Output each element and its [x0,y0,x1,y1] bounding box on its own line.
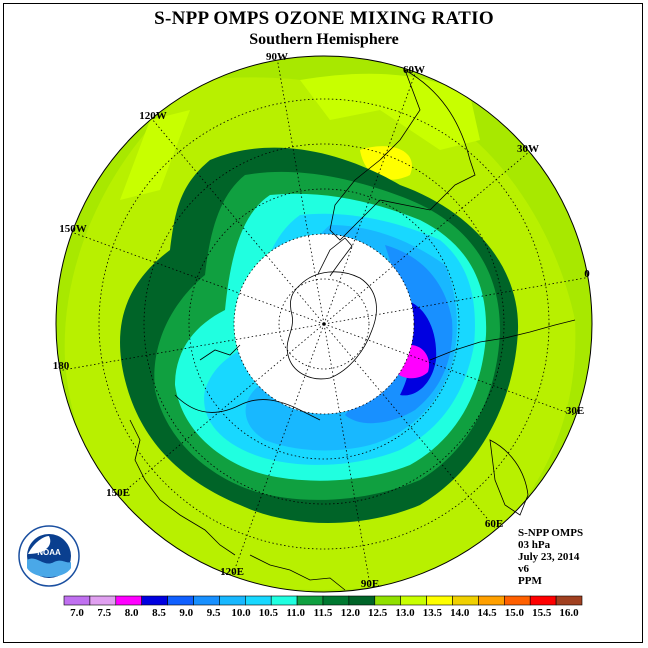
colorbar-tick-label: 8.0 [124,607,139,619]
meridian-line [118,323,325,497]
coastlines [129,69,576,591]
graticule [60,60,588,588]
australia-south-coast [174,394,321,421]
madagascar-coast [489,439,529,516]
info-date: July 23, 2014 [518,551,580,563]
noaa-logo: NOAA [18,525,80,587]
colorbar-tick-label: 16.0 [559,607,579,619]
info-block: S-NPP OMPS 03 hPa July 23, 2014 v6 PPM [518,527,583,587]
south-america-coast [329,69,476,241]
lon-label-0: 0 [584,268,590,280]
lon-label-120e: 120E [220,566,244,578]
africa-coast [429,319,576,361]
lon-label-120w: 120W [139,110,167,122]
antarctica-coast [286,271,377,380]
colorbar-tick-label: 14.0 [450,607,470,619]
colorbar-tick-label: 10.0 [231,607,251,619]
colorbar-tick-label: 13.0 [395,607,415,619]
meridian-line [323,277,588,325]
info-version: v6 [518,563,529,575]
map-title: S-NPP OMPS OZONE MIXING RATIO [154,8,494,29]
australia-east-coast [129,419,236,556]
colorbar-tick-label: 9.5 [206,607,221,619]
indonesia-coast [249,554,346,591]
antarctic-peninsula [317,237,353,277]
plot-frame [3,3,643,643]
colorbar-tick-label: 15.5 [532,607,552,619]
latitude-circle [98,98,550,550]
map-boundary [55,55,593,593]
colorbar-tick-label: 7.5 [97,607,112,619]
noaa-logo-text: NOAA [37,548,61,557]
lon-label-30w: 30W [517,143,539,155]
meridian-line [60,323,325,371]
colorbar-tick-label: 11.0 [286,607,305,619]
info-instrument: S-NPP OMPS [518,527,584,539]
ozone-field [56,56,592,592]
lon-label-60w: 60W [403,64,425,76]
colorbar-tick-label: 13.5 [422,607,442,619]
latitude-circle [188,188,460,460]
colorbar-tick-label: 10.5 [258,607,278,619]
meridian-line [231,323,325,576]
meridian-line [323,323,371,588]
info-units: PPM [518,575,542,587]
meridian-line [323,72,417,325]
meridian-line [323,323,497,530]
lon-label-150e: 150E [106,487,130,499]
lon-label-90w: 90W [266,51,288,63]
colorbar-tick-label: 7.0 [70,607,84,619]
band-13-patch [120,110,190,200]
new-zealand-coast [199,344,241,361]
lon-label-60e: 60E [484,518,504,530]
colorbar-tick-label: 15.0 [504,607,524,619]
meridian-line [277,60,325,325]
meridian-line [323,323,576,417]
map-subtitle: Southern Hemisphere [249,31,399,48]
lon-label-90e: 90E [360,578,380,590]
lon-label-180: 180 [52,360,70,372]
colorbar-tick-label: 12.5 [368,607,388,619]
colorbar-tick-label: 12.0 [340,607,360,619]
south-pole-marker [322,322,326,326]
colorbar-tick-label: 14.5 [477,607,497,619]
info-level: 03 hPa [518,539,551,551]
meridian-line [323,151,530,325]
latitude-circle [143,143,505,505]
colorbar-tick-label: 11.5 [313,607,333,619]
band-8 [398,345,430,379]
latitude-circle [278,278,370,370]
lon-label-150w: 150W [59,223,87,235]
colorbar-tick-label: 8.5 [152,607,166,619]
meridian-line [72,231,325,325]
colorbar-tick-label: 9.0 [179,607,194,619]
lon-label-30e: 30E [565,405,585,417]
latitude-circle [233,233,415,415]
